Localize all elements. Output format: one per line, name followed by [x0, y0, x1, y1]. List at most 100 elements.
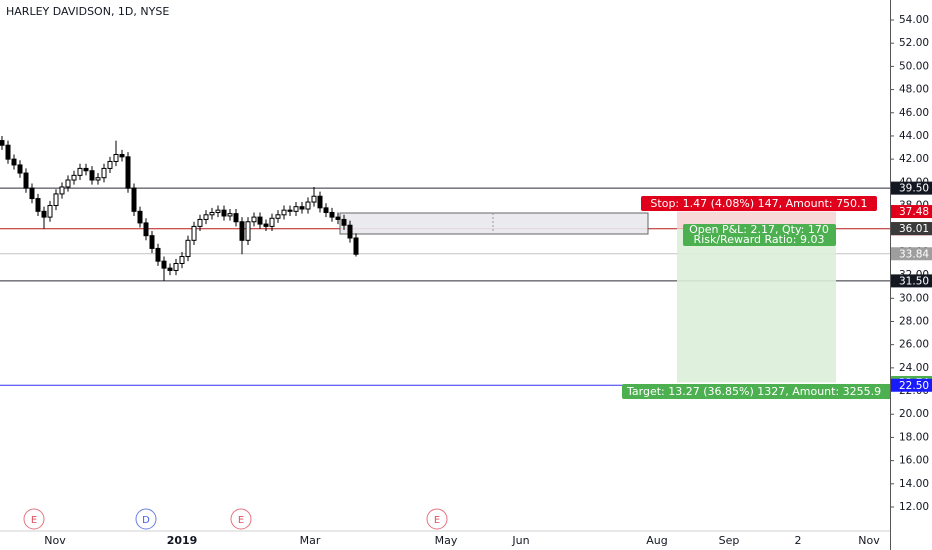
candle-body	[281, 209, 287, 216]
y-tick-label: 48.00	[899, 84, 929, 96]
stop-label: Stop: 1.47 (4.08%) 147, Amount: 750.1	[650, 197, 867, 210]
rectangle-drawing	[339, 212, 649, 235]
candle-body	[329, 211, 335, 218]
candle-body	[119, 154, 125, 158]
candle-body	[209, 211, 215, 216]
price-tag	[891, 247, 932, 261]
candle-body	[59, 186, 65, 195]
price-tag	[891, 205, 932, 219]
candle-body	[191, 225, 197, 241]
price-tag	[891, 181, 932, 195]
y-tick-label: 30.00	[899, 292, 929, 304]
event-label: E	[31, 515, 37, 526]
candle-body	[41, 210, 47, 218]
y-tick-label: 26.00	[899, 339, 929, 351]
candle-body	[143, 222, 149, 237]
candle-body	[161, 260, 167, 269]
candle-body	[221, 209, 227, 217]
price-tag-label: 36.01	[899, 223, 929, 235]
price-tag	[891, 222, 932, 236]
candle-body	[131, 187, 137, 212]
candle-body	[155, 247, 161, 262]
event-marker	[23, 508, 45, 530]
candle-body	[215, 209, 221, 213]
candle-body	[305, 201, 311, 210]
target-label-box	[622, 384, 892, 399]
candle-body	[287, 209, 293, 212]
event-marker	[230, 508, 252, 530]
candle-body	[263, 223, 269, 227]
y-tick-label: 24.00	[899, 362, 929, 374]
candle-body	[11, 158, 17, 166]
y-tick-label: 54.00	[899, 14, 929, 26]
target-zone	[677, 228, 836, 383]
candle-body	[335, 216, 341, 220]
event-marker	[426, 508, 448, 530]
y-tick-label: 50.00	[899, 60, 929, 72]
candle-body	[47, 205, 53, 218]
candle-body	[317, 195, 323, 209]
x-tick-label: May	[435, 534, 458, 547]
y-tick-label: 44.00	[899, 130, 929, 142]
y-tick-label: 42.00	[899, 153, 929, 165]
candle-body	[71, 174, 77, 181]
event-marker	[135, 508, 157, 530]
y-tick-label: 18.00	[899, 431, 929, 443]
candle-body	[341, 218, 347, 226]
candle-body	[293, 206, 299, 212]
y-tick-label: 20.00	[899, 408, 929, 420]
x-tick-label: Sep	[719, 534, 740, 547]
candle-body	[197, 218, 203, 227]
candle-body	[125, 156, 131, 189]
chart-title: HARLEY DAVIDSON, 1D, NYSE	[6, 5, 169, 18]
candle-body	[167, 267, 173, 271]
candle-body	[245, 221, 251, 241]
y-tick-label: 12.00	[899, 501, 929, 513]
y-tick-label: 16.00	[899, 455, 929, 467]
price-tag-label: 37.48	[899, 206, 929, 218]
pnl-label-box	[683, 224, 836, 246]
y-tick-label: 28.00	[899, 315, 929, 327]
candle-body	[149, 235, 155, 249]
event-label: E	[238, 515, 244, 526]
candle-body	[257, 216, 263, 225]
candle-body	[311, 195, 317, 203]
candle-body	[203, 214, 209, 220]
candle-body	[299, 206, 305, 210]
candle-body	[53, 193, 59, 207]
candle-body	[179, 256, 185, 264]
candle-body	[5, 144, 11, 160]
x-tick-label: 2	[795, 534, 802, 547]
rr-label: Risk/Reward Ratio: 9.03	[694, 233, 825, 246]
event-label: D	[142, 515, 150, 526]
candle-body	[173, 263, 179, 271]
price-tag-label: 31.50	[899, 275, 929, 287]
y-tick-label: 14.00	[899, 478, 929, 490]
candle-body	[323, 207, 329, 213]
candle-body	[0, 140, 5, 146]
candle-body	[269, 217, 275, 227]
x-tick-label: Nov	[44, 534, 66, 547]
candle-body	[353, 237, 359, 255]
candle-body	[29, 187, 35, 200]
candle-body	[89, 170, 95, 181]
price-tag	[891, 378, 932, 392]
candle-body	[251, 216, 257, 223]
candle-body	[95, 177, 101, 181]
candle-body	[65, 179, 71, 188]
price-tag	[891, 274, 932, 288]
x-tick-label: Nov	[858, 534, 880, 547]
candle-body	[185, 239, 191, 258]
candle-body	[347, 224, 353, 239]
price-tag-label: 22.50	[899, 380, 929, 392]
candle-body	[275, 214, 281, 219]
candle-body	[107, 160, 113, 169]
candle-body	[77, 167, 83, 176]
y-tick-label: 52.00	[899, 37, 929, 49]
candle-body	[239, 221, 245, 241]
y-tick-label: 46.00	[899, 107, 929, 119]
candle-body	[113, 154, 119, 162]
candle-body	[233, 213, 239, 223]
stop-label-box	[641, 196, 877, 211]
